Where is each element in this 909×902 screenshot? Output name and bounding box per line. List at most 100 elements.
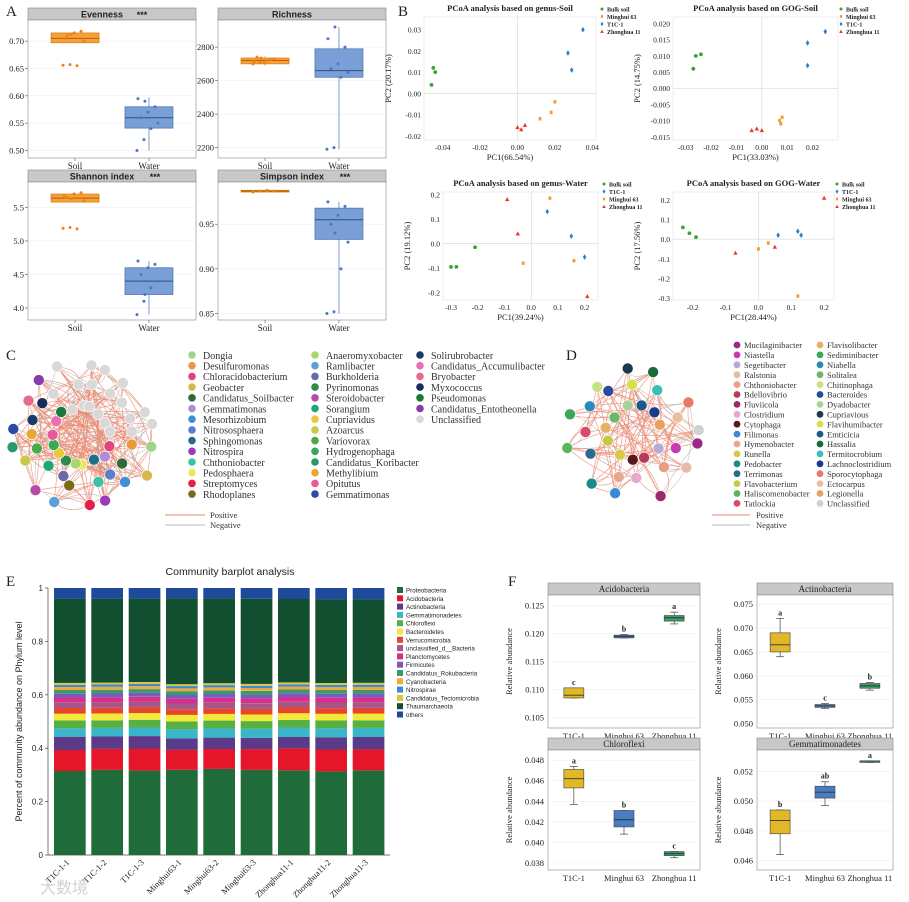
bar-segment bbox=[128, 727, 161, 736]
legend-label: Gemmatimonas bbox=[326, 490, 389, 501]
marker-minghui-63 bbox=[779, 122, 783, 126]
plot-title: PCoA analysis based on GOG-Soil bbox=[693, 3, 818, 13]
data-point bbox=[149, 286, 153, 290]
bar-segment bbox=[203, 702, 235, 709]
data-point bbox=[252, 59, 256, 63]
network-node bbox=[658, 461, 670, 473]
marker-minghui-63 bbox=[572, 259, 576, 263]
legend-swatch bbox=[816, 430, 824, 438]
tick-label: 0.00 bbox=[755, 143, 768, 152]
data-point bbox=[146, 110, 150, 114]
network-node bbox=[25, 428, 38, 440]
box bbox=[314, 207, 364, 240]
data-point bbox=[72, 31, 76, 35]
legend-label: Tatlockia bbox=[744, 499, 776, 509]
tick-label: 0.00 bbox=[511, 143, 524, 152]
legend-swatch bbox=[816, 460, 824, 468]
bar-segment bbox=[203, 685, 235, 688]
positive-edge bbox=[25, 393, 111, 461]
bar-segment bbox=[240, 685, 273, 689]
facet-title: Evenness bbox=[81, 10, 123, 20]
tick-label: -0.3 bbox=[445, 303, 457, 312]
positive-edge bbox=[569, 411, 660, 426]
category-label: Water bbox=[138, 323, 159, 333]
bar-segment bbox=[240, 728, 273, 738]
network-node bbox=[86, 378, 98, 391]
network-node bbox=[22, 394, 35, 407]
legend-swatch bbox=[397, 678, 403, 685]
tick-label: -0.010 bbox=[651, 117, 671, 126]
legend-label: Ramlibacter bbox=[326, 362, 376, 373]
legend-label: Chloracidobacterium bbox=[203, 372, 288, 383]
marker-t1c-1 bbox=[602, 189, 606, 194]
legend-swatch bbox=[816, 371, 824, 379]
legend-swatch bbox=[816, 470, 824, 478]
legend-swatch bbox=[188, 458, 196, 466]
legend-swatch bbox=[397, 645, 403, 652]
legend-swatch bbox=[733, 500, 741, 507]
legend-label: Nitrospirae bbox=[406, 687, 436, 694]
tick-label: 0.110 bbox=[525, 685, 544, 695]
facet-simpson-index: Simpson index *** 0.85 0.90 0.95 Soil Water bbox=[199, 169, 387, 333]
legend-label: Flavobacterium bbox=[744, 479, 798, 489]
bar-segment bbox=[278, 682, 310, 685]
tick-label: -0.03 bbox=[678, 143, 694, 152]
plot-area bbox=[217, 181, 387, 321]
panel-e-community-barplot: Community barplot analysis 0 0.2 0.4 0.6 0.8 1… bbox=[14, 566, 479, 900]
marker-bulk-soil bbox=[699, 52, 703, 57]
box bbox=[50, 32, 100, 44]
bar-segment bbox=[352, 693, 385, 698]
network-node bbox=[116, 396, 128, 409]
bar-segment bbox=[54, 687, 86, 690]
legend-label: Candidatus_Koribacter bbox=[326, 458, 419, 469]
tick-label: 4.0 bbox=[13, 303, 24, 313]
legend-swatch bbox=[188, 479, 196, 488]
tick-label: 0.04 bbox=[586, 143, 599, 152]
network-node bbox=[99, 417, 111, 430]
bar-segment bbox=[278, 770, 310, 855]
tick-label: 0.044 bbox=[525, 796, 545, 806]
legend-swatch bbox=[816, 450, 824, 458]
legend-swatch bbox=[188, 404, 196, 413]
network-node bbox=[621, 399, 634, 412]
data-point bbox=[82, 39, 86, 43]
panel-a-alpha-diversity: Evenness *** 0.50 0.55 0.60 0.65 0.70 Soil Water… bbox=[9, 7, 387, 333]
network-node bbox=[599, 421, 612, 434]
tick-label: -0.2 bbox=[687, 303, 699, 312]
data-point bbox=[269, 58, 273, 62]
legend-label: others bbox=[406, 712, 423, 719]
positive-edge bbox=[35, 380, 42, 491]
data-point bbox=[135, 149, 139, 153]
data-point bbox=[82, 199, 86, 203]
network-node bbox=[26, 414, 39, 426]
facet-title: Shannon index bbox=[70, 172, 135, 182]
positive-edge bbox=[567, 447, 659, 454]
network-node bbox=[579, 426, 592, 438]
data-point bbox=[325, 312, 329, 316]
positive-edge bbox=[104, 369, 152, 447]
bar-segment bbox=[278, 719, 310, 728]
marker-minghui-63 bbox=[553, 100, 557, 104]
legend-positive-label: Positive bbox=[210, 510, 238, 520]
marker-minghui-63 bbox=[538, 117, 542, 121]
network-node bbox=[84, 499, 96, 511]
bar-segment bbox=[54, 588, 86, 599]
positive-edge bbox=[607, 390, 665, 468]
box bbox=[663, 615, 685, 622]
bar-segment bbox=[240, 694, 273, 699]
category-label: Minghui 63 bbox=[805, 873, 845, 883]
tick-label: -0.01 bbox=[729, 143, 745, 152]
legend-swatch bbox=[416, 415, 424, 424]
data-point bbox=[69, 33, 73, 37]
bar-segment bbox=[128, 770, 161, 855]
bar-segment bbox=[203, 598, 235, 684]
data-point bbox=[65, 34, 69, 38]
legend-label: Sorangium bbox=[326, 404, 370, 415]
positive-edge bbox=[56, 420, 123, 464]
legend-swatch bbox=[733, 410, 741, 418]
network-node bbox=[19, 454, 32, 467]
marker-minghui-63 bbox=[778, 118, 782, 123]
data-point bbox=[143, 293, 147, 297]
tick-label: 0.70 bbox=[9, 36, 24, 46]
marker-bulk-soil bbox=[693, 53, 698, 58]
